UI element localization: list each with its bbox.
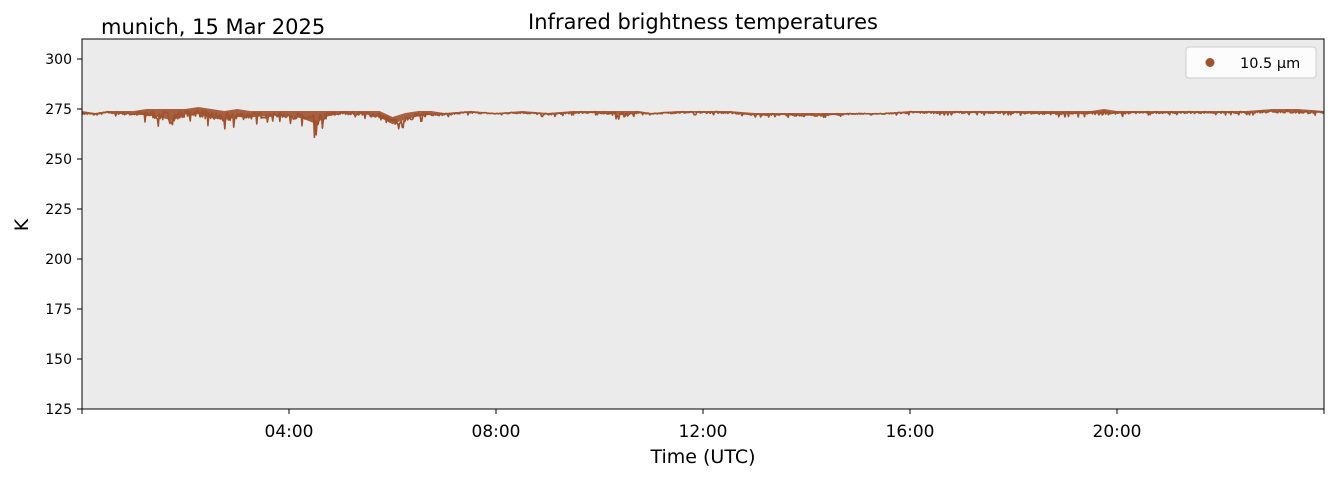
x-tick-label-0800: 08:00	[472, 422, 521, 442]
legend-label-10-5um: 10.5 µm	[1240, 56, 1300, 72]
x-tick-label-1600: 16:00	[886, 422, 935, 442]
x-axis-label: Time (UTC)	[649, 446, 755, 468]
y-tick-label-150: 150	[45, 352, 72, 368]
chart-subtitle: munich, 15 Mar 2025	[101, 15, 325, 39]
y-tick-label-200: 200	[45, 252, 72, 268]
y-tick-label-250: 250	[45, 152, 72, 168]
y-tick-label-275: 275	[45, 102, 72, 118]
y-tick-label-300: 300	[45, 52, 72, 68]
chart-title: Infrared brightness temperatures	[528, 10, 878, 34]
y-tick-label-225: 225	[45, 202, 72, 218]
x-axis: 04:00 08:00 12:00 16:00 20:00	[81, 409, 1325, 442]
plot-area-background	[82, 39, 1324, 409]
y-tick-label-125: 125	[45, 402, 72, 418]
y-axis-label: K	[11, 218, 33, 231]
legend-box	[1185, 46, 1317, 79]
x-tick-label-2000: 20:00	[1093, 422, 1142, 442]
legend: 10.5 µm	[1185, 46, 1317, 79]
legend-marker-10-5um	[1205, 58, 1215, 67]
y-axis: 125 150 175 200 225 250 275 300	[45, 52, 82, 418]
x-tick-label-0400: 04:00	[265, 422, 314, 442]
x-tick-label-1200: 12:00	[679, 422, 728, 442]
series-layer	[81, 107, 1325, 139]
y-tick-label-175: 175	[45, 302, 72, 318]
series-line-10-5um	[81, 109, 1325, 139]
